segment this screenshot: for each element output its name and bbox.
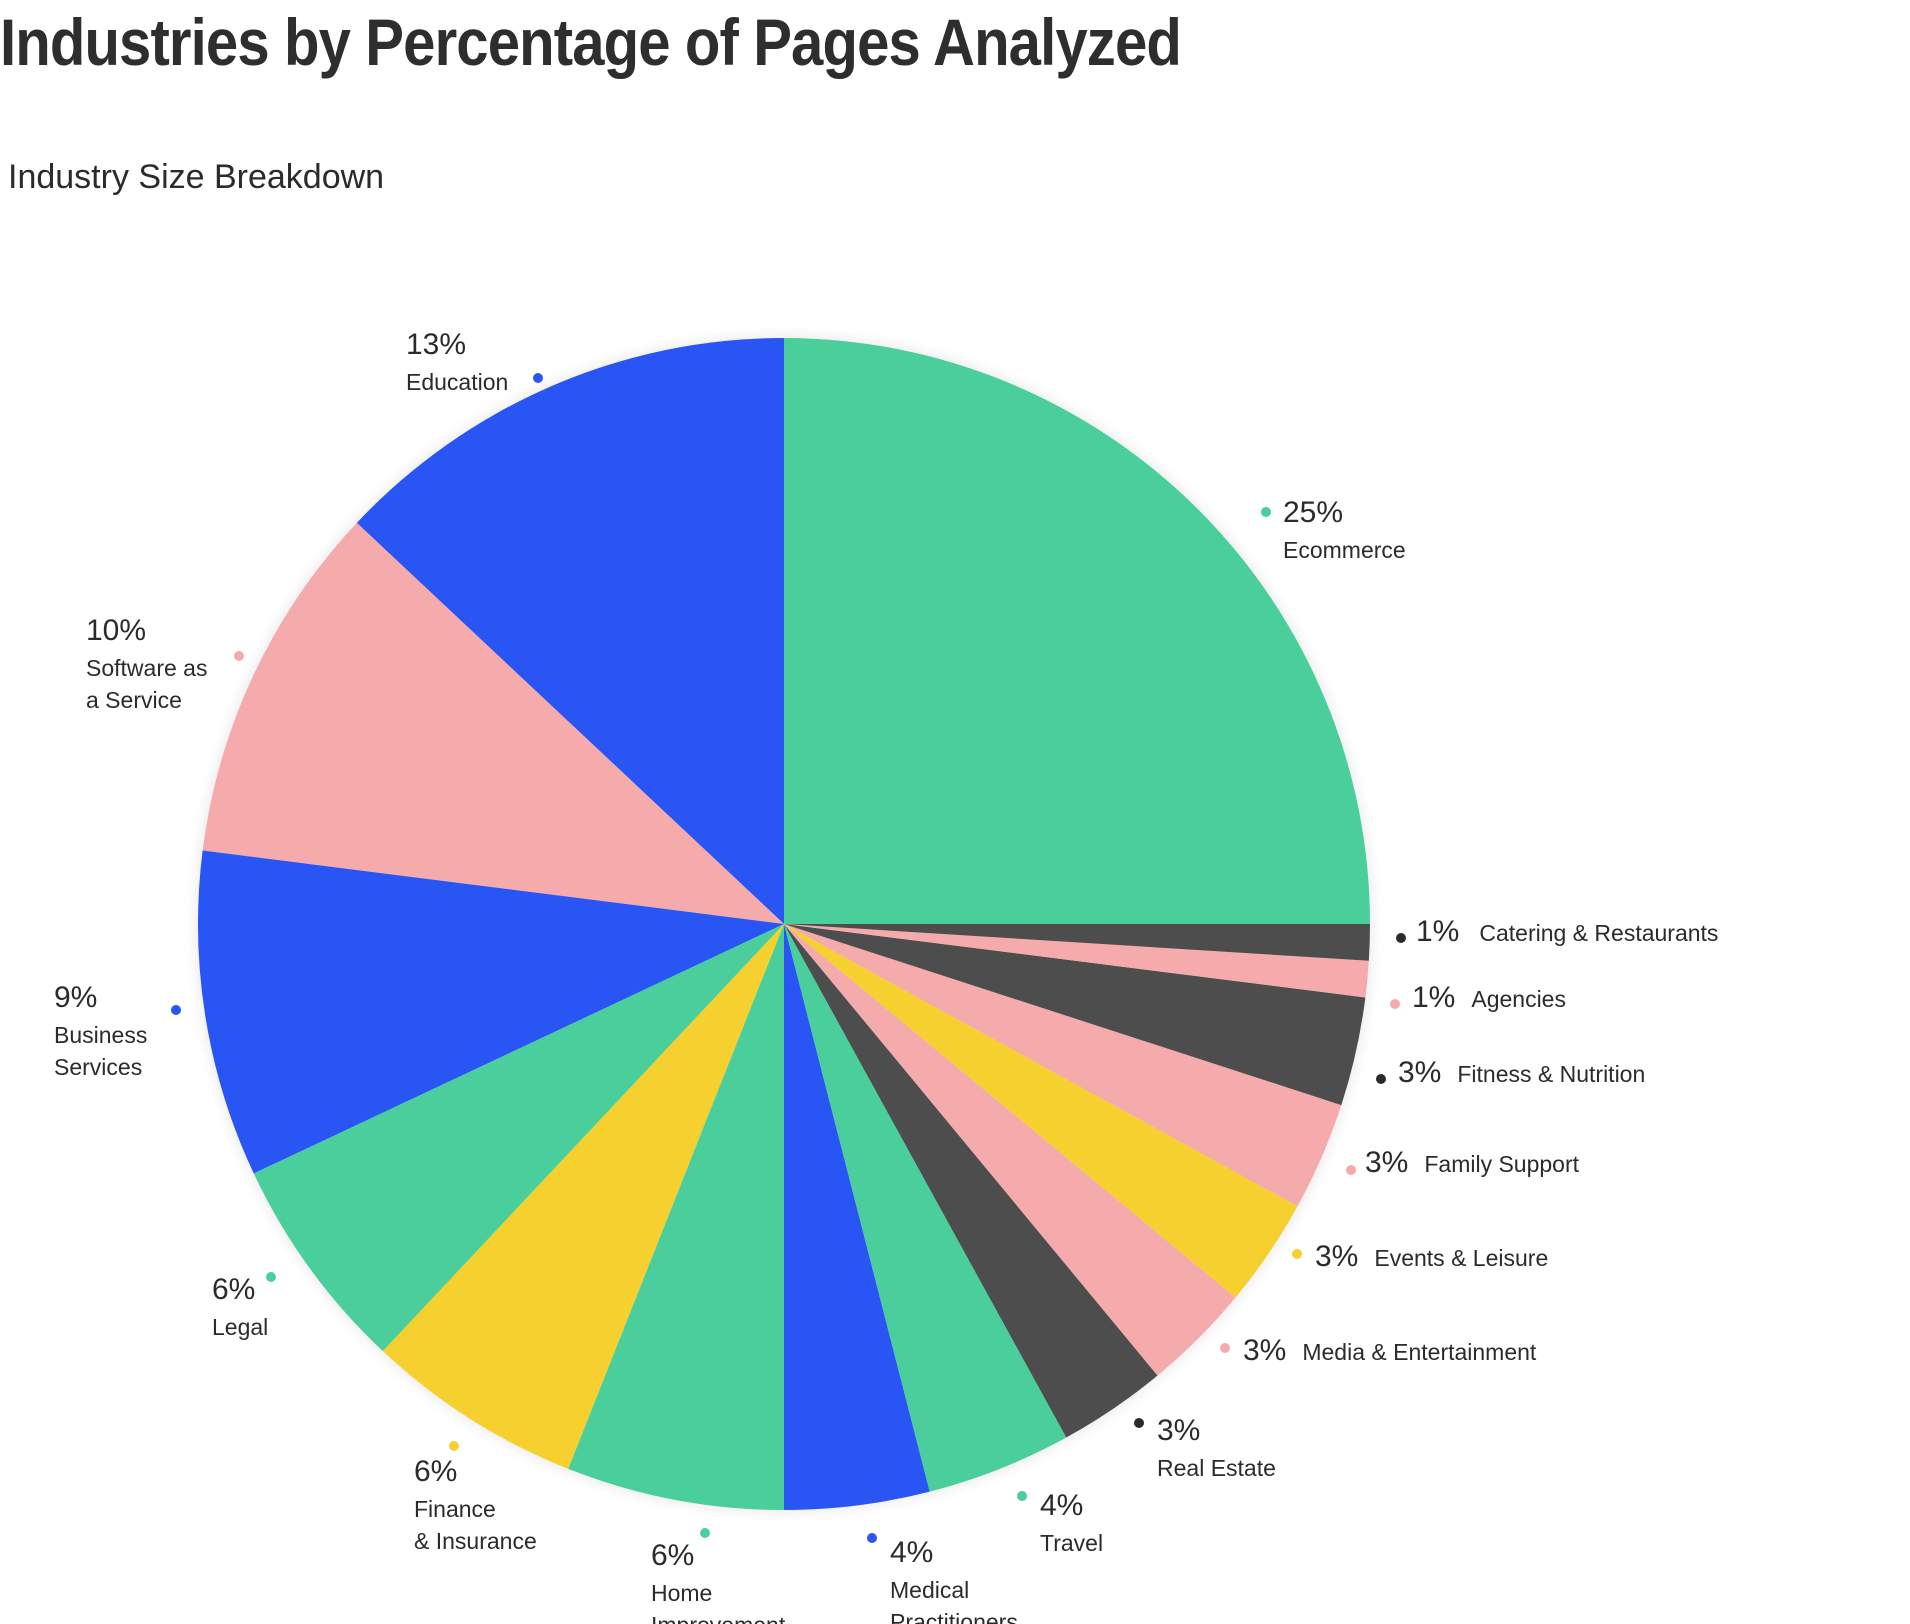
value-label-home-improvement: 6%: [651, 1539, 694, 1572]
label-dot-business-services: [171, 1005, 181, 1015]
value-label-medical-practitioners: 4%: [890, 1536, 933, 1569]
category-label-events-and-leisure: Events & Leisure: [1374, 1245, 1548, 1271]
pie-slice-legal: [253, 924, 784, 1352]
value-label-family-support: 3%: [1365, 1146, 1408, 1179]
label-dot-medical-practitioners: [867, 1533, 877, 1543]
category-label-travel: Travel: [1040, 1530, 1103, 1556]
value-label-agencies: 1%: [1412, 981, 1455, 1014]
label-dot-finance-and-insurance: [449, 1441, 459, 1451]
category-label-catering-and-restaurants: Catering & Restaurants: [1479, 920, 1718, 946]
label-dot-family-support: [1346, 1165, 1356, 1175]
category-label-home-improvement: HomeImprovement: [651, 1580, 786, 1624]
pie-slice-fitness-and-nutrition: [784, 924, 1366, 1106]
pie-slice-agencies: [784, 924, 1369, 998]
label-dot-travel: [1017, 1491, 1027, 1501]
category-label-software-as-a-service: Software as a Service: [86, 655, 207, 713]
value-label-catering-and-restaurants: 1%: [1416, 915, 1459, 948]
pie-slice-home-improvement: [568, 924, 784, 1510]
category-label-fitness-and-nutrition: Fitness & Nutrition: [1457, 1061, 1645, 1087]
category-label-ecommerce: Ecommerce: [1283, 537, 1406, 563]
pie-labels: 25% Ecommerce 13% Education 10% Software as a …: [54, 328, 1718, 1624]
value-label-real-estate: 3%: [1157, 1414, 1200, 1447]
pie-slice-finance-and-insurance: [382, 924, 784, 1469]
label-dot-education: [533, 373, 543, 383]
category-label-business-services: Business Services: [54, 1022, 147, 1080]
value-label-travel: 4%: [1040, 1489, 1083, 1522]
value-label-events-and-leisure: 3%: [1315, 1240, 1358, 1273]
label-dot-media-and-entertainment: [1220, 1343, 1230, 1353]
pie-slices: [197, 338, 1370, 1510]
value-label-legal: 6%: [212, 1273, 255, 1306]
label-dot-software-as-a-service: [234, 651, 244, 661]
category-label-agencies: Agencies: [1471, 986, 1566, 1012]
category-label-education: Education: [406, 369, 508, 395]
category-label-finance-and-insurance: Finance & Insurance: [414, 1496, 537, 1554]
pie-slice-business-services: [197, 850, 784, 1174]
category-label-family-support: Family Support: [1424, 1151, 1579, 1177]
label-dot-fitness-and-nutrition: [1376, 1074, 1386, 1084]
pie-slice-media-and-entertainment: [784, 924, 1236, 1376]
pie-slice-events-and-leisure: [784, 924, 1298, 1298]
chart-subtitle: Industry Size Breakdown: [8, 158, 385, 196]
pie-slice-travel: [784, 924, 1067, 1492]
value-label-business-services: 9%: [54, 981, 97, 1014]
category-label-medical-practitioners: Medical Practitioners: [890, 1577, 1018, 1624]
label-dot-real-estate: [1134, 1418, 1144, 1428]
pie-slice-medical-practitioners: [784, 924, 930, 1510]
value-label-finance-and-insurance: 6%: [414, 1455, 457, 1488]
chart-title: Industries by Percentage of Pages Analyz…: [0, 5, 1182, 79]
label-dot-legal: [266, 1272, 276, 1282]
label-dot-catering-and-restaurants: [1396, 933, 1406, 943]
pie-slice-catering-and-restaurants: [784, 924, 1370, 961]
value-label-fitness-and-nutrition: 3%: [1398, 1056, 1441, 1089]
category-label-legal: Legal: [212, 1314, 268, 1340]
value-label-media-and-entertainment: 3%: [1243, 1334, 1286, 1367]
pie-slice-education: [356, 338, 784, 924]
label-dot-home-improvement: [700, 1528, 710, 1538]
category-label-media-and-entertainment: Media & Entertainment: [1302, 1339, 1537, 1365]
label-dot-agencies: [1390, 999, 1400, 1009]
pie-slice-ecommerce: [784, 338, 1370, 924]
pie-slice-family-support: [784, 924, 1342, 1207]
value-label-software-as-a-service: 10%: [86, 614, 146, 647]
label-dot-events-and-leisure: [1292, 1249, 1302, 1259]
value-label-ecommerce: 25%: [1283, 496, 1343, 529]
label-dot-ecommerce: [1261, 507, 1271, 517]
pie-slice-software-as-a-service: [202, 522, 784, 924]
value-label-education: 13%: [406, 328, 466, 361]
category-label-real-estate: Real Estate: [1157, 1455, 1276, 1481]
pie-slice-real-estate: [784, 924, 1158, 1438]
